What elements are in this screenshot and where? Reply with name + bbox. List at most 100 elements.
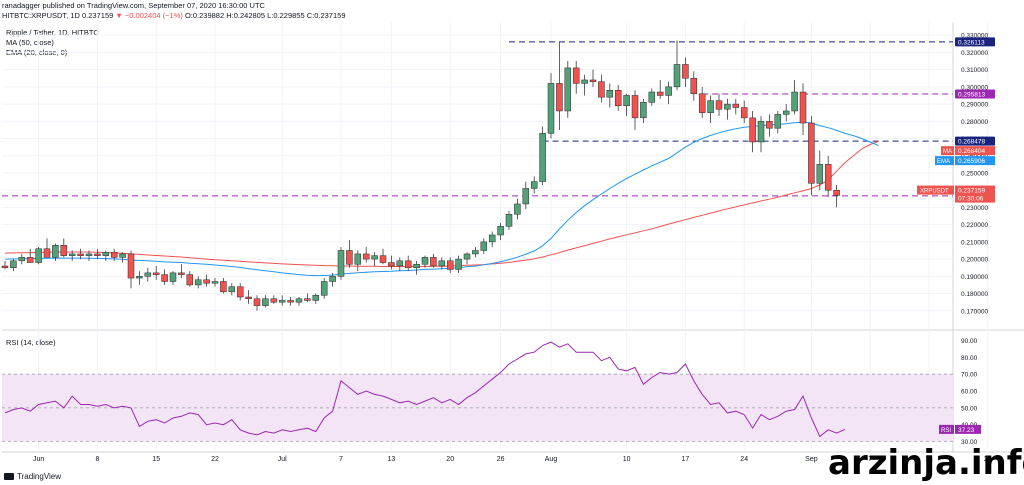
candle-body — [446, 260, 454, 270]
countdown: 07:30:06 — [958, 196, 984, 203]
candle-body — [497, 226, 504, 236]
candle-body — [127, 253, 135, 279]
candle-body — [455, 258, 462, 270]
candle-body — [110, 251, 118, 258]
candle-body — [278, 300, 286, 303]
candle-body — [782, 110, 790, 115]
time-tick-label: 14 — [925, 456, 933, 463]
candle-body — [547, 83, 555, 134]
symbol-tag: XRPUSDT — [920, 189, 949, 195]
time-tick-label: 10 — [623, 456, 631, 463]
time-tick-label: 13 — [388, 456, 396, 463]
candle-body — [682, 64, 689, 79]
price-tick-label: 0.170000 — [961, 308, 988, 315]
candle-body — [614, 90, 622, 107]
price-tick-label: 0.190000 — [961, 274, 988, 281]
candle-body — [94, 253, 101, 256]
rsi-tick-label: 70.00 — [961, 372, 978, 379]
legend-title[interactable]: Ripple / Tether, 1D, HITBTC — [6, 28, 99, 37]
symbol-tag-bg — [917, 185, 954, 195]
candle-body — [606, 90, 614, 98]
candle-body — [371, 255, 378, 260]
candle-body — [656, 91, 664, 96]
price-tick-label: 0.230000 — [961, 205, 988, 212]
candle-body — [791, 91, 798, 112]
candle-body — [136, 276, 143, 279]
price-tick-label: 0.250000 — [961, 170, 988, 177]
candle-body — [203, 279, 210, 284]
brand-label: TradingView — [17, 472, 62, 481]
ma-tag: MA — [943, 149, 952, 155]
time-tick-label: Aug — [545, 456, 558, 463]
level-tag: 0.268478 — [958, 139, 985, 146]
tradingview-icon — [4, 473, 14, 480]
price-chart[interactable]: 0.330000 0.320000 0.310000 0.300000 0.290000… — [0, 0, 1024, 470]
ma-tag-bg — [941, 146, 954, 156]
rsi-tick-label: 60.00 — [961, 389, 978, 396]
time-tick-label: 20 — [446, 456, 454, 463]
time-tick-label: 15 — [152, 456, 160, 463]
candle-body — [186, 274, 194, 286]
level-tag-bg — [955, 136, 995, 146]
time-tick-label: Jul — [278, 456, 287, 463]
candle-body — [589, 79, 597, 82]
candle-body — [362, 253, 370, 260]
price-change: ▼ −0.002404 (−1%) — [115, 11, 183, 20]
ema-tag: EMA — [937, 159, 950, 165]
ema-20-line — [4, 121, 879, 277]
candle-body — [480, 241, 488, 251]
candle-body — [18, 257, 26, 262]
time-tick-label: 7 — [868, 456, 872, 463]
candle-body — [220, 281, 227, 293]
candle-body — [690, 77, 698, 94]
candle-body — [673, 64, 681, 88]
candle-body — [26, 257, 34, 263]
candle-body — [740, 107, 748, 119]
rsi-legend[interactable]: RSI (14, close) — [6, 338, 56, 347]
ohlc-values: O:0.239882 H:0.242805 L:0.229855 C:0.237… — [182, 11, 346, 20]
candle-body — [430, 257, 437, 267]
candle-body — [623, 95, 630, 107]
time-tick-label: 21 — [984, 456, 992, 463]
candle-body — [169, 272, 177, 282]
rsi-tick-label: 80.00 — [961, 355, 978, 362]
candle-body — [379, 255, 387, 263]
time-tick-label: 8 — [95, 456, 99, 463]
candle-body — [707, 100, 714, 113]
candle-body — [488, 234, 496, 243]
rsi-tick-label: 30.00 — [961, 439, 978, 446]
ma-value: 0.268404 — [958, 148, 985, 155]
candle-body — [413, 264, 420, 268]
candle-body — [253, 298, 261, 306]
legend-ma[interactable]: MA (50, close) — [6, 38, 54, 47]
symbol-price: HITBTC:XRPUSDT, 1D 0.237159 — [2, 11, 116, 20]
rsi-tag: RSI — [941, 428, 951, 434]
candle-body — [808, 122, 815, 184]
candle-body — [421, 257, 429, 265]
time-tick-label: 7 — [339, 456, 343, 463]
candle-body — [77, 253, 84, 256]
candle-body — [732, 103, 740, 108]
candle-body — [245, 296, 252, 299]
current-price-bg — [955, 185, 995, 203]
rsi-line — [4, 341, 846, 438]
candle-body — [816, 164, 824, 184]
candle-body — [194, 279, 202, 286]
rsi-value: 37.23 — [958, 427, 975, 434]
candle-body — [60, 245, 68, 256]
price-tick-label: 0.200000 — [961, 257, 988, 264]
rsi-tick-label: 50.00 — [961, 405, 978, 412]
price-tick-label: 0.310000 — [961, 67, 988, 74]
time-tick-label: 26 — [497, 456, 505, 463]
tradingview-logo[interactable]: TradingView — [4, 472, 61, 481]
candle-body — [161, 274, 168, 282]
candle-body — [631, 95, 639, 119]
candle-body — [144, 272, 152, 277]
candle-body — [530, 181, 538, 189]
candle-body — [354, 253, 362, 265]
candle-body — [102, 251, 110, 256]
current-price: 0.237159 — [958, 188, 985, 195]
candle-body — [304, 298, 311, 301]
ma-50-line — [4, 140, 879, 267]
rsi-value-bg — [955, 424, 981, 434]
